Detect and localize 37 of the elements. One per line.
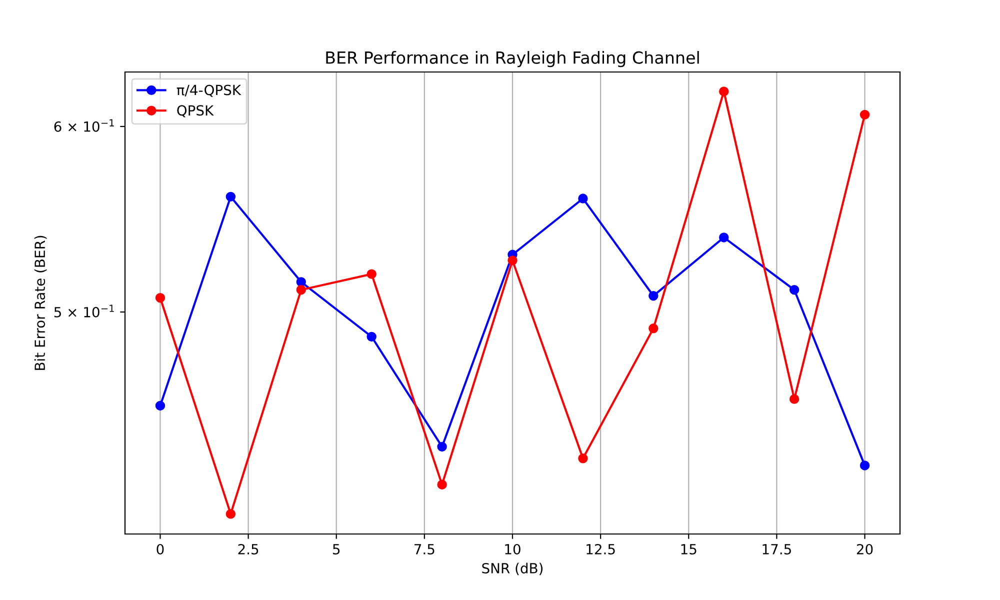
point xyxy=(155,400,166,411)
point xyxy=(578,454,588,464)
point xyxy=(578,194,588,204)
legend-label: QPSK xyxy=(177,105,214,118)
x-tick-label: 2.5 xyxy=(238,544,258,554)
point xyxy=(789,285,800,295)
point xyxy=(789,394,800,404)
point xyxy=(648,290,658,301)
point xyxy=(155,293,166,303)
point xyxy=(437,480,447,490)
x-tick-label: 7.5 xyxy=(414,544,434,554)
x-axis-title: SNR (dB) xyxy=(482,562,543,576)
point xyxy=(719,232,729,242)
point xyxy=(648,324,658,334)
x-tick-label: 17.5 xyxy=(762,544,791,554)
chart-title: BER Performance in Rayleigh Fading Channel xyxy=(326,51,699,68)
point xyxy=(860,110,870,120)
y-tick-label: 6 × 10$^{−1}$ xyxy=(54,119,114,132)
x-tick-label: 15 xyxy=(681,544,696,554)
point xyxy=(366,269,376,279)
x-tick-label: 20 xyxy=(856,544,873,554)
point xyxy=(719,86,729,96)
legend-label: π/4-QPSK xyxy=(176,84,242,97)
point xyxy=(226,509,236,519)
point xyxy=(296,285,306,295)
point xyxy=(860,460,870,470)
point xyxy=(366,332,376,342)
x-tick-label: 10 xyxy=(505,544,520,554)
point xyxy=(508,256,518,266)
x-tick-label: 5 xyxy=(333,544,340,554)
y-tick-label: 5 × 10$^{−1}$ xyxy=(54,304,114,318)
point xyxy=(226,192,236,202)
x-tick-label: 12.5 xyxy=(586,544,615,554)
point xyxy=(437,442,447,452)
x-tick-label: 0 xyxy=(156,544,164,554)
y-axis-title: Bit Error Rate (BER) xyxy=(34,236,47,370)
point xyxy=(296,277,306,287)
